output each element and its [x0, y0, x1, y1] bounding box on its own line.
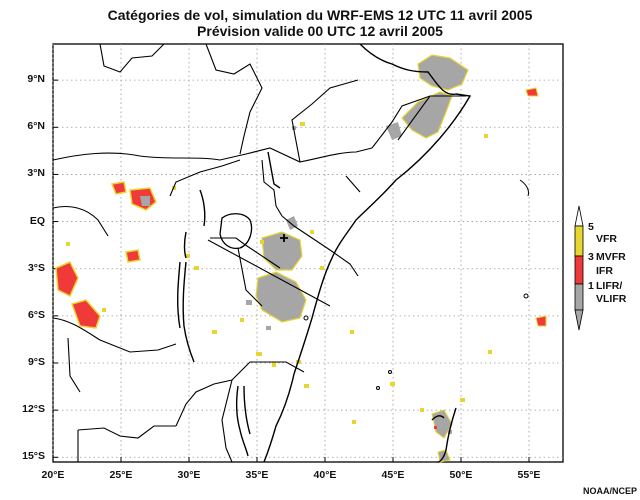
lat-label: 12°S	[22, 403, 45, 416]
lon-label: 20°E	[41, 469, 65, 481]
coastlines-and-borders	[176, 43, 472, 463]
legend-tick-1: 1	[588, 280, 594, 292]
legend-label-ifr: IFR	[596, 265, 613, 277]
legend-colorbar	[574, 205, 584, 331]
credit-label: NOAA/NCEP	[583, 486, 638, 496]
legend-label-vfr: VFR	[596, 233, 617, 245]
legend-tick-3: 3	[588, 251, 594, 263]
legend-tick-5: 5	[588, 221, 594, 233]
lon-label: 30°E	[177, 469, 201, 481]
lon-label: 50°E	[449, 469, 473, 481]
legend-label-mvfr: MVFR	[596, 251, 626, 263]
lat-label: 3°S	[27, 261, 45, 274]
lon-label: 55°E	[517, 469, 541, 481]
lat-label: 15°S	[22, 450, 45, 463]
flight-category-areas	[55, 54, 547, 463]
lat-label: 3°N	[27, 167, 45, 180]
lat-label: 9°S	[27, 356, 45, 368]
lon-label: 40°E	[313, 469, 337, 481]
legend-label-lifr: LIFR/	[596, 280, 623, 292]
islands	[303, 179, 529, 390]
cross-section-line	[207, 95, 431, 307]
lon-label: 25°E	[109, 469, 133, 481]
map-title-line2: Prévision valide 00 UTC 12 avril 2005	[197, 23, 443, 39]
lat-label: EQ	[29, 214, 45, 227]
legend-label-vlifr: VLIFR	[596, 293, 627, 305]
map-title-line1: Catégories de vol, simulation du WRF-EMS…	[107, 7, 533, 23]
map-frame	[52, 43, 564, 463]
lat-label: 9°N	[27, 73, 45, 86]
lon-label: 35°E	[245, 469, 269, 481]
country-borders	[52, 43, 466, 463]
lon-label: 45°E	[381, 469, 405, 481]
lat-label: 6°S	[27, 308, 45, 321]
axis-ticks	[52, 79, 530, 462]
lat-label: 6°N	[27, 120, 45, 133]
